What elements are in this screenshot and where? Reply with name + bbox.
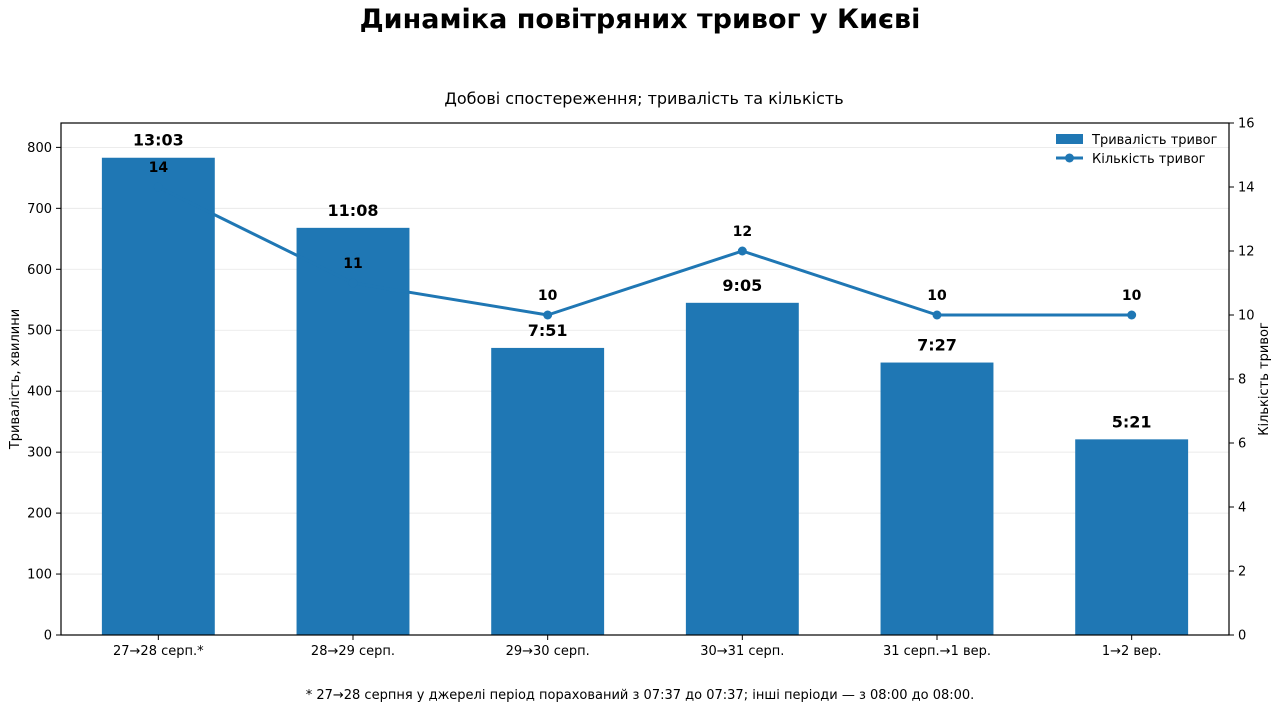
y-tick-label: 800: [27, 141, 52, 156]
y-tick-label: 600: [27, 263, 52, 278]
x-tick-label: 30→31 серп.: [700, 644, 784, 659]
y2-tick-label: 14: [1238, 181, 1255, 196]
bar-data-label: 13:03: [133, 131, 184, 150]
bar: [101, 157, 215, 635]
y2-tick-label: 16: [1238, 117, 1255, 132]
y2-tick-label: 6: [1238, 437, 1246, 452]
x-tick-label: 31 серп.→1 вер.: [883, 644, 991, 659]
y2-axis-title: Кількість тривог: [1257, 322, 1272, 436]
grid-layer: [61, 146, 1229, 575]
x-tick-label: 27→28 серп.*: [113, 644, 204, 659]
y-tick-label: 100: [27, 568, 52, 583]
y-tick-label: 200: [27, 507, 52, 522]
legend-label-duration: Тривалість тривог: [1091, 133, 1218, 148]
x-tick-label: 29→30 серп.: [506, 644, 590, 659]
bar-data-label: 5:21: [1112, 412, 1152, 431]
y-tick-label: 700: [27, 202, 52, 217]
chart-footnote: * 27→28 серпня у джерелі період порахова…: [305, 688, 975, 703]
legend: Тривалість тривог Кількість тривог: [1056, 133, 1218, 167]
y-tick-label: 300: [27, 446, 52, 461]
count-point: [1127, 310, 1137, 320]
bar: [685, 302, 799, 635]
bar: [880, 362, 994, 635]
count-point: [737, 246, 747, 256]
bar: [296, 227, 410, 636]
axes-layer: 0 100 200 300 400 500 600 700 800 0 2 4 6 8 10 12 14 16 27…: [8, 117, 1272, 660]
bar: [1075, 439, 1189, 635]
y2-tick-label: 0: [1238, 629, 1246, 644]
legend-swatch-duration: [1056, 134, 1083, 144]
bar-data-label: 11:08: [328, 201, 379, 220]
y-tick-label: 0: [44, 629, 52, 644]
legend-label-count: Кількість тривог: [1092, 152, 1206, 167]
bar-data-label: 7:27: [917, 336, 957, 355]
bars-layer: [101, 157, 1189, 636]
line-data-label: 10: [1122, 288, 1142, 304]
chart-subtitle: Добові спостереження; тривалість та кіль…: [444, 89, 844, 108]
y2-tick-label: 4: [1238, 501, 1246, 516]
x-tick-label: 1→2 вер.: [1102, 644, 1162, 659]
line-data-label: 12: [733, 224, 752, 240]
count-point: [932, 310, 942, 320]
bar: [491, 347, 605, 635]
bar-data-label: 7:51: [528, 321, 568, 340]
line-data-label: 10: [927, 288, 947, 304]
y2-tick-label: 12: [1238, 245, 1255, 260]
y2-tick-label: 10: [1238, 309, 1255, 324]
line-data-label: 10: [538, 288, 558, 304]
y2-tick-label: 8: [1238, 373, 1246, 388]
line-data-label: 11: [343, 256, 362, 272]
plot-frame: [60, 122, 1230, 636]
labels-layer: 13:03 11:08 7:51 9:05 7:27 5:21 14 11 10 12 10 10: [133, 131, 1152, 432]
count-point: [543, 310, 553, 320]
y2-tick-label: 2: [1238, 565, 1246, 580]
count-point: [348, 278, 358, 288]
chart-title: Динаміка повітряних тривог у Києві: [359, 4, 921, 35]
count-point: [153, 182, 163, 192]
y-axis-title: Тривалість, хвилини: [8, 309, 23, 450]
y-tick-label: 400: [27, 385, 52, 400]
count-line: [157, 185, 1132, 317]
line-data-label: 14: [149, 160, 169, 176]
x-tick-label: 28→29 серп.: [311, 644, 395, 659]
bar-data-label: 9:05: [722, 276, 762, 295]
line-layer: [153, 182, 1137, 320]
legend-marker-count: [1065, 153, 1074, 163]
y-tick-label: 500: [27, 324, 52, 339]
